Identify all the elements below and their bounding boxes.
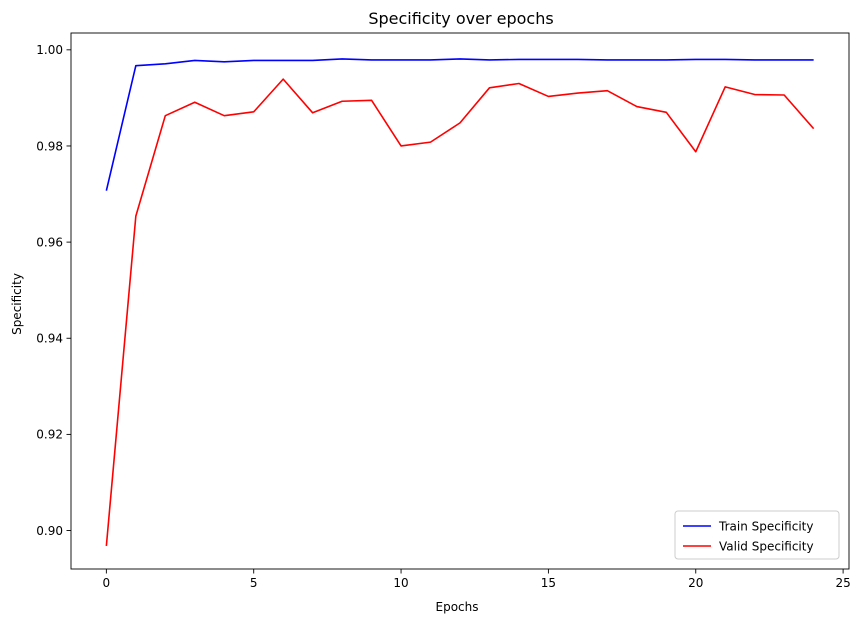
legend-label-train: Train Specificity: [718, 519, 813, 533]
plot-area: 0 5 10 15 20 25 0.90 0.92 0.94 0.96 0.98 1.00 Train …: [36, 32, 851, 590]
axes-frame: [70, 32, 850, 570]
y-axis-label: Specificity: [10, 273, 24, 335]
y-tick-label: 1.00: [36, 43, 63, 57]
x-tick-label: 0: [103, 576, 111, 590]
x-tick-label: 25: [835, 576, 850, 590]
x-tick-label: 5: [250, 576, 258, 590]
legend: Train Specificity Valid Specificity: [674, 510, 840, 560]
x-tick-label: 15: [541, 576, 556, 590]
x-tick-label: 20: [688, 576, 703, 590]
y-tick-label: 0.98: [36, 139, 63, 153]
y-tick-label: 0.94: [36, 332, 63, 346]
x-axis-label: Epochs: [436, 600, 479, 614]
y-tick-label: 0.96: [36, 235, 63, 249]
y-tick-label: 0.90: [36, 524, 63, 538]
legend-label-valid: Valid Specificity: [719, 539, 814, 553]
series-line-valid: [105, 78, 815, 547]
chart-title: Specificity over epochs: [368, 9, 553, 28]
series-line-train: [105, 58, 814, 191]
legend-box: [674, 510, 840, 560]
x-tick-label: 10: [393, 576, 408, 590]
y-tick-label: 0.92: [36, 428, 63, 442]
